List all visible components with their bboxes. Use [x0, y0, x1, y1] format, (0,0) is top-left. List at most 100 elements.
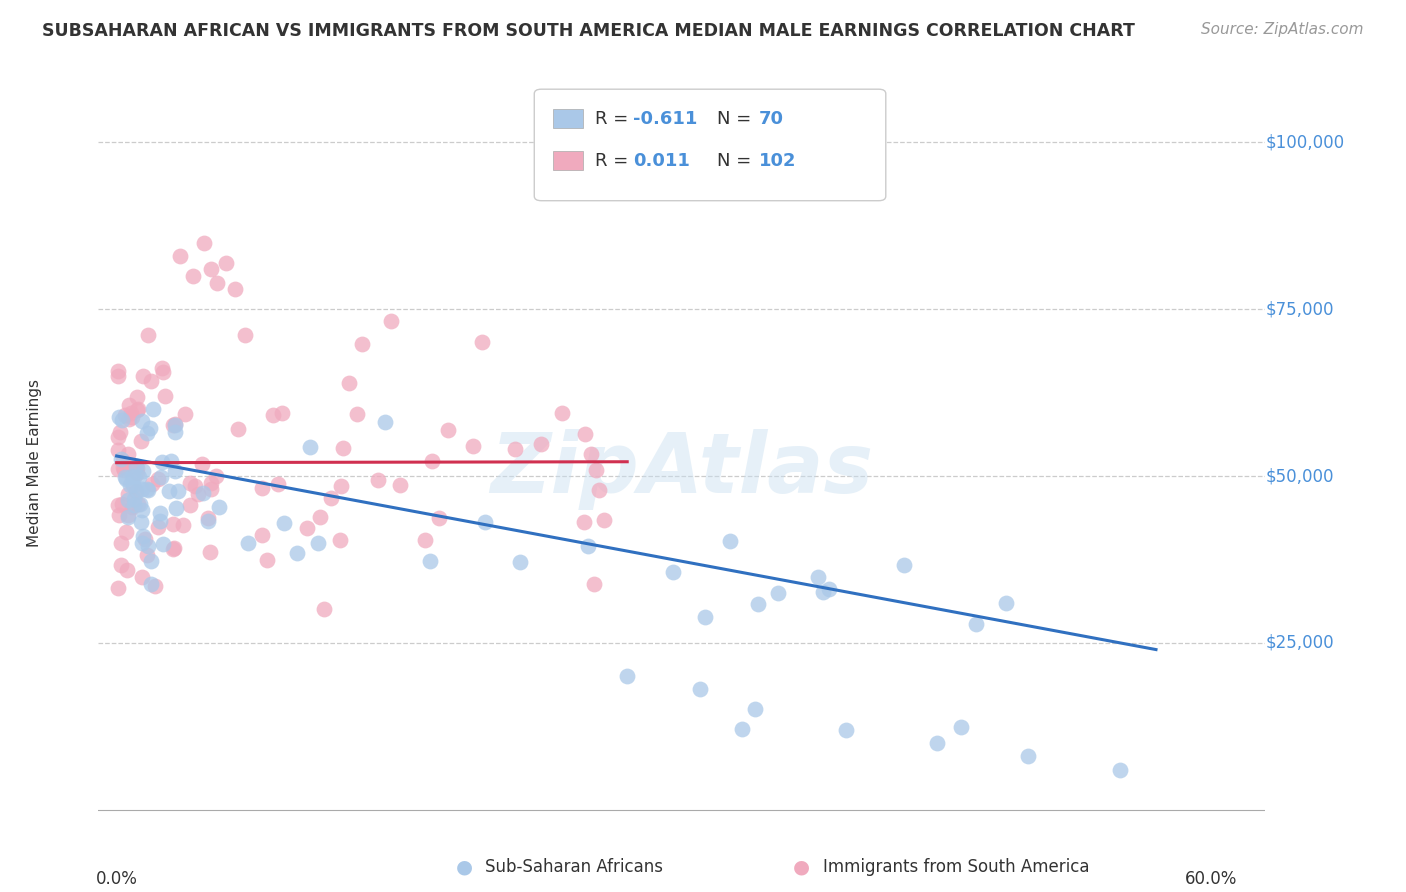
Point — [162, 417, 184, 432]
Point — [114, 470, 136, 484]
Point — [107, 508, 129, 522]
Point — [200, 262, 222, 277]
Point — [200, 544, 222, 558]
Text: ●: ● — [456, 857, 472, 877]
Text: ●: ● — [793, 857, 810, 877]
Point — [143, 579, 166, 593]
Text: Immigrants from South America: Immigrants from South America — [823, 858, 1090, 876]
Point — [807, 570, 830, 584]
Text: $25,000: $25,000 — [1265, 634, 1334, 652]
Point — [419, 554, 441, 568]
Point — [115, 472, 138, 486]
Point — [111, 413, 134, 427]
Point — [965, 617, 987, 632]
Point — [744, 702, 766, 716]
Point — [585, 463, 607, 477]
Point — [124, 491, 146, 506]
Point — [163, 417, 186, 431]
Point — [121, 500, 143, 514]
Point — [121, 410, 143, 425]
Point — [108, 409, 131, 424]
Point — [107, 582, 129, 596]
Text: SUBSAHARAN AFRICAN VS IMMIGRANTS FROM SOUTH AMERICA MEDIAN MALE EARNINGS CORRELA: SUBSAHARAN AFRICAN VS IMMIGRANTS FROM SO… — [42, 22, 1135, 40]
Point — [150, 469, 173, 483]
Point — [374, 415, 396, 429]
Point — [115, 524, 138, 539]
Point — [108, 425, 131, 440]
Point — [129, 515, 152, 529]
Point — [142, 401, 165, 416]
Text: -0.611: -0.611 — [633, 110, 697, 128]
Point — [461, 439, 484, 453]
Point — [117, 563, 139, 577]
Point — [285, 547, 308, 561]
Point — [152, 537, 174, 551]
Point — [314, 602, 336, 616]
Point — [616, 669, 638, 683]
Text: 0.0%: 0.0% — [96, 870, 138, 888]
Point — [592, 513, 614, 527]
Point — [191, 486, 214, 500]
Point — [329, 533, 352, 547]
Point — [811, 585, 834, 599]
Point — [162, 542, 184, 557]
Point — [122, 498, 145, 512]
Point — [579, 447, 602, 461]
Point — [165, 500, 187, 515]
Point — [352, 337, 374, 351]
Point — [226, 422, 249, 436]
Point — [718, 534, 741, 549]
Point — [107, 363, 129, 377]
Point — [994, 596, 1017, 610]
Point — [174, 407, 197, 421]
Point — [131, 529, 153, 543]
Point — [165, 425, 187, 439]
Point — [117, 447, 139, 461]
Text: 60.0%: 60.0% — [1184, 870, 1237, 888]
Point — [141, 375, 163, 389]
Point — [505, 442, 527, 456]
Point — [267, 477, 290, 491]
Point — [835, 723, 858, 737]
Point — [270, 406, 292, 420]
Point — [141, 554, 163, 568]
Point — [346, 407, 368, 421]
Point — [107, 368, 129, 383]
Point — [166, 484, 188, 499]
Point — [731, 723, 754, 737]
Text: N =: N = — [717, 110, 751, 128]
Point — [576, 539, 599, 553]
Point — [127, 484, 149, 499]
Point — [128, 497, 150, 511]
Point — [138, 483, 160, 498]
Point — [427, 511, 450, 525]
Point — [572, 515, 595, 529]
Point — [111, 497, 134, 511]
Point — [117, 487, 139, 501]
Point — [693, 610, 716, 624]
Point — [122, 462, 145, 476]
Point — [298, 440, 321, 454]
Text: Sub-Saharan Africans: Sub-Saharan Africans — [485, 858, 664, 876]
Point — [149, 506, 172, 520]
Point — [689, 682, 711, 697]
Text: $100,000: $100,000 — [1265, 134, 1344, 152]
Point — [200, 483, 222, 497]
Point — [127, 401, 149, 416]
Point — [662, 565, 685, 579]
Point — [1108, 763, 1130, 777]
Text: R =: R = — [595, 152, 628, 169]
Text: $75,000: $75,000 — [1265, 301, 1334, 318]
Point — [208, 500, 231, 515]
Point — [107, 443, 129, 458]
Point — [110, 451, 132, 466]
Point — [256, 553, 278, 567]
Point — [127, 390, 149, 404]
Point — [118, 398, 141, 412]
Point — [141, 576, 163, 591]
Point — [134, 532, 156, 546]
Point — [187, 487, 209, 501]
Text: Median Male Earnings: Median Male Earnings — [27, 379, 42, 547]
Point — [125, 466, 148, 480]
Point — [150, 361, 173, 376]
